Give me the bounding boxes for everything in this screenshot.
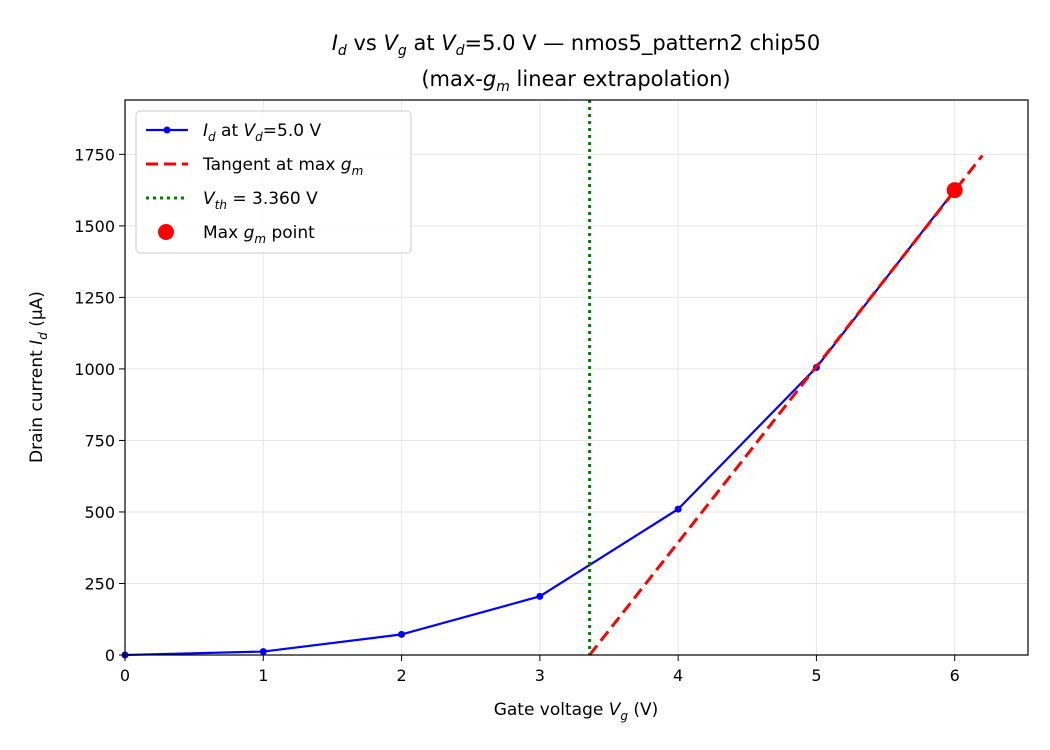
id-data-point: [536, 592, 544, 600]
x-tick-label: 4: [673, 666, 683, 685]
y-tick-label: 1500: [74, 217, 115, 236]
y-tick-label: 1750: [74, 145, 115, 164]
y-axis-label: Drain current Id (μA): [27, 291, 50, 463]
axes-frame: [124, 99, 1029, 656]
legend-swatch-marker: [163, 126, 171, 134]
x-tick-label: 3: [535, 666, 545, 685]
legend-label: Vth = 3.360 V: [203, 189, 318, 212]
tangent-line: [588, 154, 984, 656]
chart-title-line2: (max-gm linear extrapolation): [421, 67, 730, 95]
legend-box: [135, 110, 412, 254]
chart-title-line1: Id vs Vg at Vd=5.0 V — nmos5_pattern2 ch…: [332, 31, 821, 59]
legend-label: Id at Vd=5.0 V: [203, 121, 321, 144]
x-tick-label: 6: [950, 666, 960, 685]
legend-entry-max-gm: Max gm point: [158, 223, 315, 246]
legend-entry-id: Id at Vd=5.0 V: [146, 121, 321, 144]
y-tick-label: 750: [84, 431, 115, 450]
x-tick-label: 2: [396, 666, 406, 685]
legend-label: Tangent at max gm: [202, 155, 363, 178]
legend-entry-tangent: Tangent at max gm: [146, 155, 363, 178]
legend-label: Max gm point: [203, 223, 315, 246]
id-data-point: [259, 648, 267, 656]
x-tick-label: 5: [811, 666, 821, 685]
max-gm-point: [946, 182, 963, 199]
id-data-point: [674, 505, 682, 513]
legend: Id at Vd=5.0 V Tangent at max gm Vth = 3.3…: [135, 110, 412, 254]
x-axis-label: Gate voltage Vg (V): [494, 700, 659, 723]
legend-swatch-point: [158, 224, 174, 240]
y-tick-label: 1000: [74, 360, 115, 379]
y-tick-label: 1250: [74, 288, 115, 307]
y-tick-label: 0: [105, 646, 115, 665]
plot-data: [121, 100, 984, 659]
x-tick-label: 0: [120, 666, 130, 685]
legend-entry-vth: Vth = 3.360 V: [146, 189, 318, 212]
ticks: 0 1 2 3 4 5 6 0 250 500 750 1000 1250 1500 1750: [74, 145, 960, 685]
y-tick-label: 500: [84, 503, 115, 522]
y-tick-label: 250: [84, 574, 115, 593]
x-tick-label: 1: [258, 666, 268, 685]
id-data-point: [398, 630, 406, 638]
